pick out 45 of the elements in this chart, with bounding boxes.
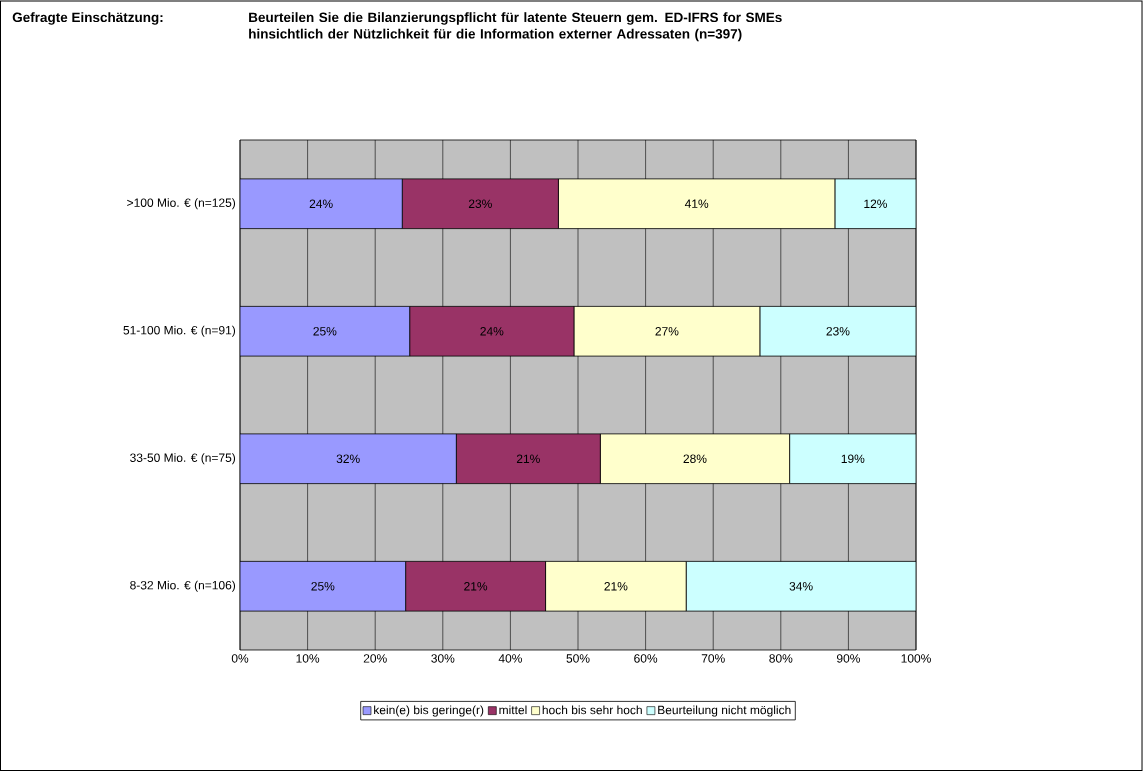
chart-subtitle: Beurteilen Sie die Bilanzierungspflicht für latente Steuern gem. ED-IFRS for SMEs hinsichtlich der Nützlichkeit für die Information externer Adressaten (n=397) — [249, 12, 782, 42]
data-label: 34% — [789, 582, 813, 591]
data-label: 23% — [826, 327, 850, 336]
bar — [834, 178, 917, 230]
x-tick-label: 100% — [901, 654, 931, 663]
y-tick-label: 51-100 Mio. € (n=91) — [123, 325, 236, 337]
x-tick-label: 90% — [836, 654, 860, 663]
data-label: 23% — [468, 199, 492, 208]
x-tick-label: 80% — [769, 654, 793, 663]
y-tick-label: 8-32 Mio. € (n=106) — [130, 580, 236, 592]
bar — [240, 178, 403, 230]
legend-label: mittel — [499, 705, 527, 715]
bar — [685, 560, 917, 612]
x-tick-label: 70% — [701, 654, 725, 663]
x-tick-label: 60% — [634, 654, 658, 663]
data-label: 21% — [604, 582, 628, 591]
bar — [759, 305, 917, 357]
text: Gefragte Einschätzung: — [12, 12, 163, 25]
data-label: 27% — [655, 327, 679, 336]
x-tick-label: 40% — [498, 654, 522, 663]
bar — [240, 305, 411, 357]
data-label: 25% — [311, 582, 335, 591]
y-tick-label: >100 Mio. € (n=125) — [127, 198, 236, 210]
x-tick-label: 20% — [363, 654, 387, 663]
data-label: 19% — [841, 454, 865, 463]
x-tick-label: 30% — [431, 654, 455, 663]
data-label: 41% — [684, 199, 709, 208]
x-tick-label: 50% — [566, 654, 590, 663]
data-label: 24% — [480, 327, 504, 336]
data-label: 24% — [309, 199, 333, 208]
bar — [240, 560, 407, 612]
data-label: 12% — [864, 199, 888, 208]
y-tick-label: 33-50 Mio. € (n=75) — [130, 453, 236, 465]
x-tick-label: 0% — [231, 654, 249, 663]
bar — [240, 433, 457, 485]
data-label: 32% — [336, 454, 360, 463]
legend-label: hoch bis sehr hoch — [542, 705, 642, 715]
data-label: 21% — [464, 582, 488, 591]
data-label: 21% — [516, 454, 540, 463]
data-label: 25% — [313, 327, 337, 336]
x-tick-label: 10% — [296, 654, 320, 663]
legend-label: kein(e) bis geringe(r) — [374, 705, 484, 717]
bar — [789, 433, 917, 485]
legend-label: Beurteilung nicht möglich — [658, 705, 791, 717]
data-label: 28% — [683, 454, 707, 463]
